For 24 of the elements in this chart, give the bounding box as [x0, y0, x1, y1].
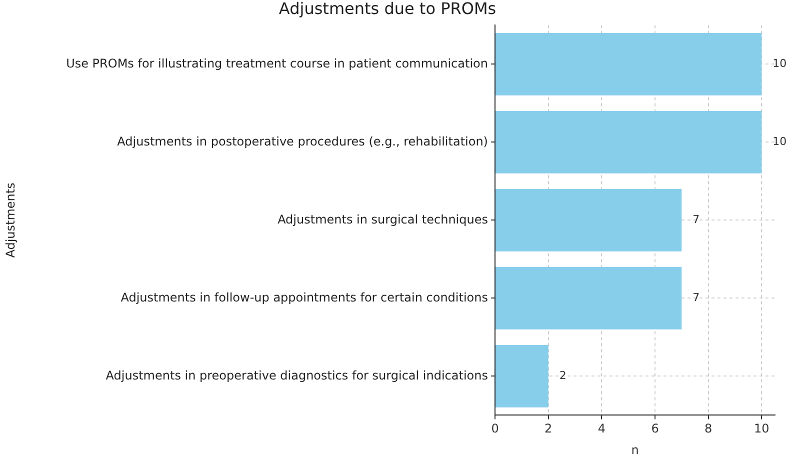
x-tick-label: 6	[651, 422, 659, 436]
data-label: 7	[692, 291, 700, 304]
bar	[496, 111, 762, 174]
bar	[496, 189, 682, 252]
y-tick-label: Adjustments in postoperative procedures (e.g., rehabilitation)	[117, 134, 488, 148]
x-tick-label: 0	[491, 422, 499, 436]
y-tick-label: Adjustments in surgical techniques	[278, 212, 488, 226]
data-label: 10	[772, 57, 787, 70]
x-tick-label: 4	[598, 422, 606, 436]
data-label: 7	[692, 213, 700, 226]
x-tick-label: 2	[544, 422, 552, 436]
chart-title: Adjustments due to PROMs	[278, 0, 496, 18]
y-tick-label: Adjustments in preoperative diagnostics for surgical indications	[106, 368, 488, 382]
x-tick-label: 8	[704, 422, 712, 436]
y-tick-label: Adjustments in follow-up appointments for certain conditions	[120, 290, 488, 304]
y-tick-label: Use PROMs for illustrating treatment course in patient communication	[66, 56, 488, 70]
data-label: 2	[559, 369, 566, 382]
x-axis-title: n	[631, 442, 639, 457]
data-label: 10	[772, 135, 787, 148]
bar	[496, 33, 762, 96]
x-tick-label: 10	[754, 422, 770, 436]
y-axis-title: Adjustments	[3, 182, 18, 258]
bar	[496, 267, 682, 330]
bar	[496, 345, 548, 408]
